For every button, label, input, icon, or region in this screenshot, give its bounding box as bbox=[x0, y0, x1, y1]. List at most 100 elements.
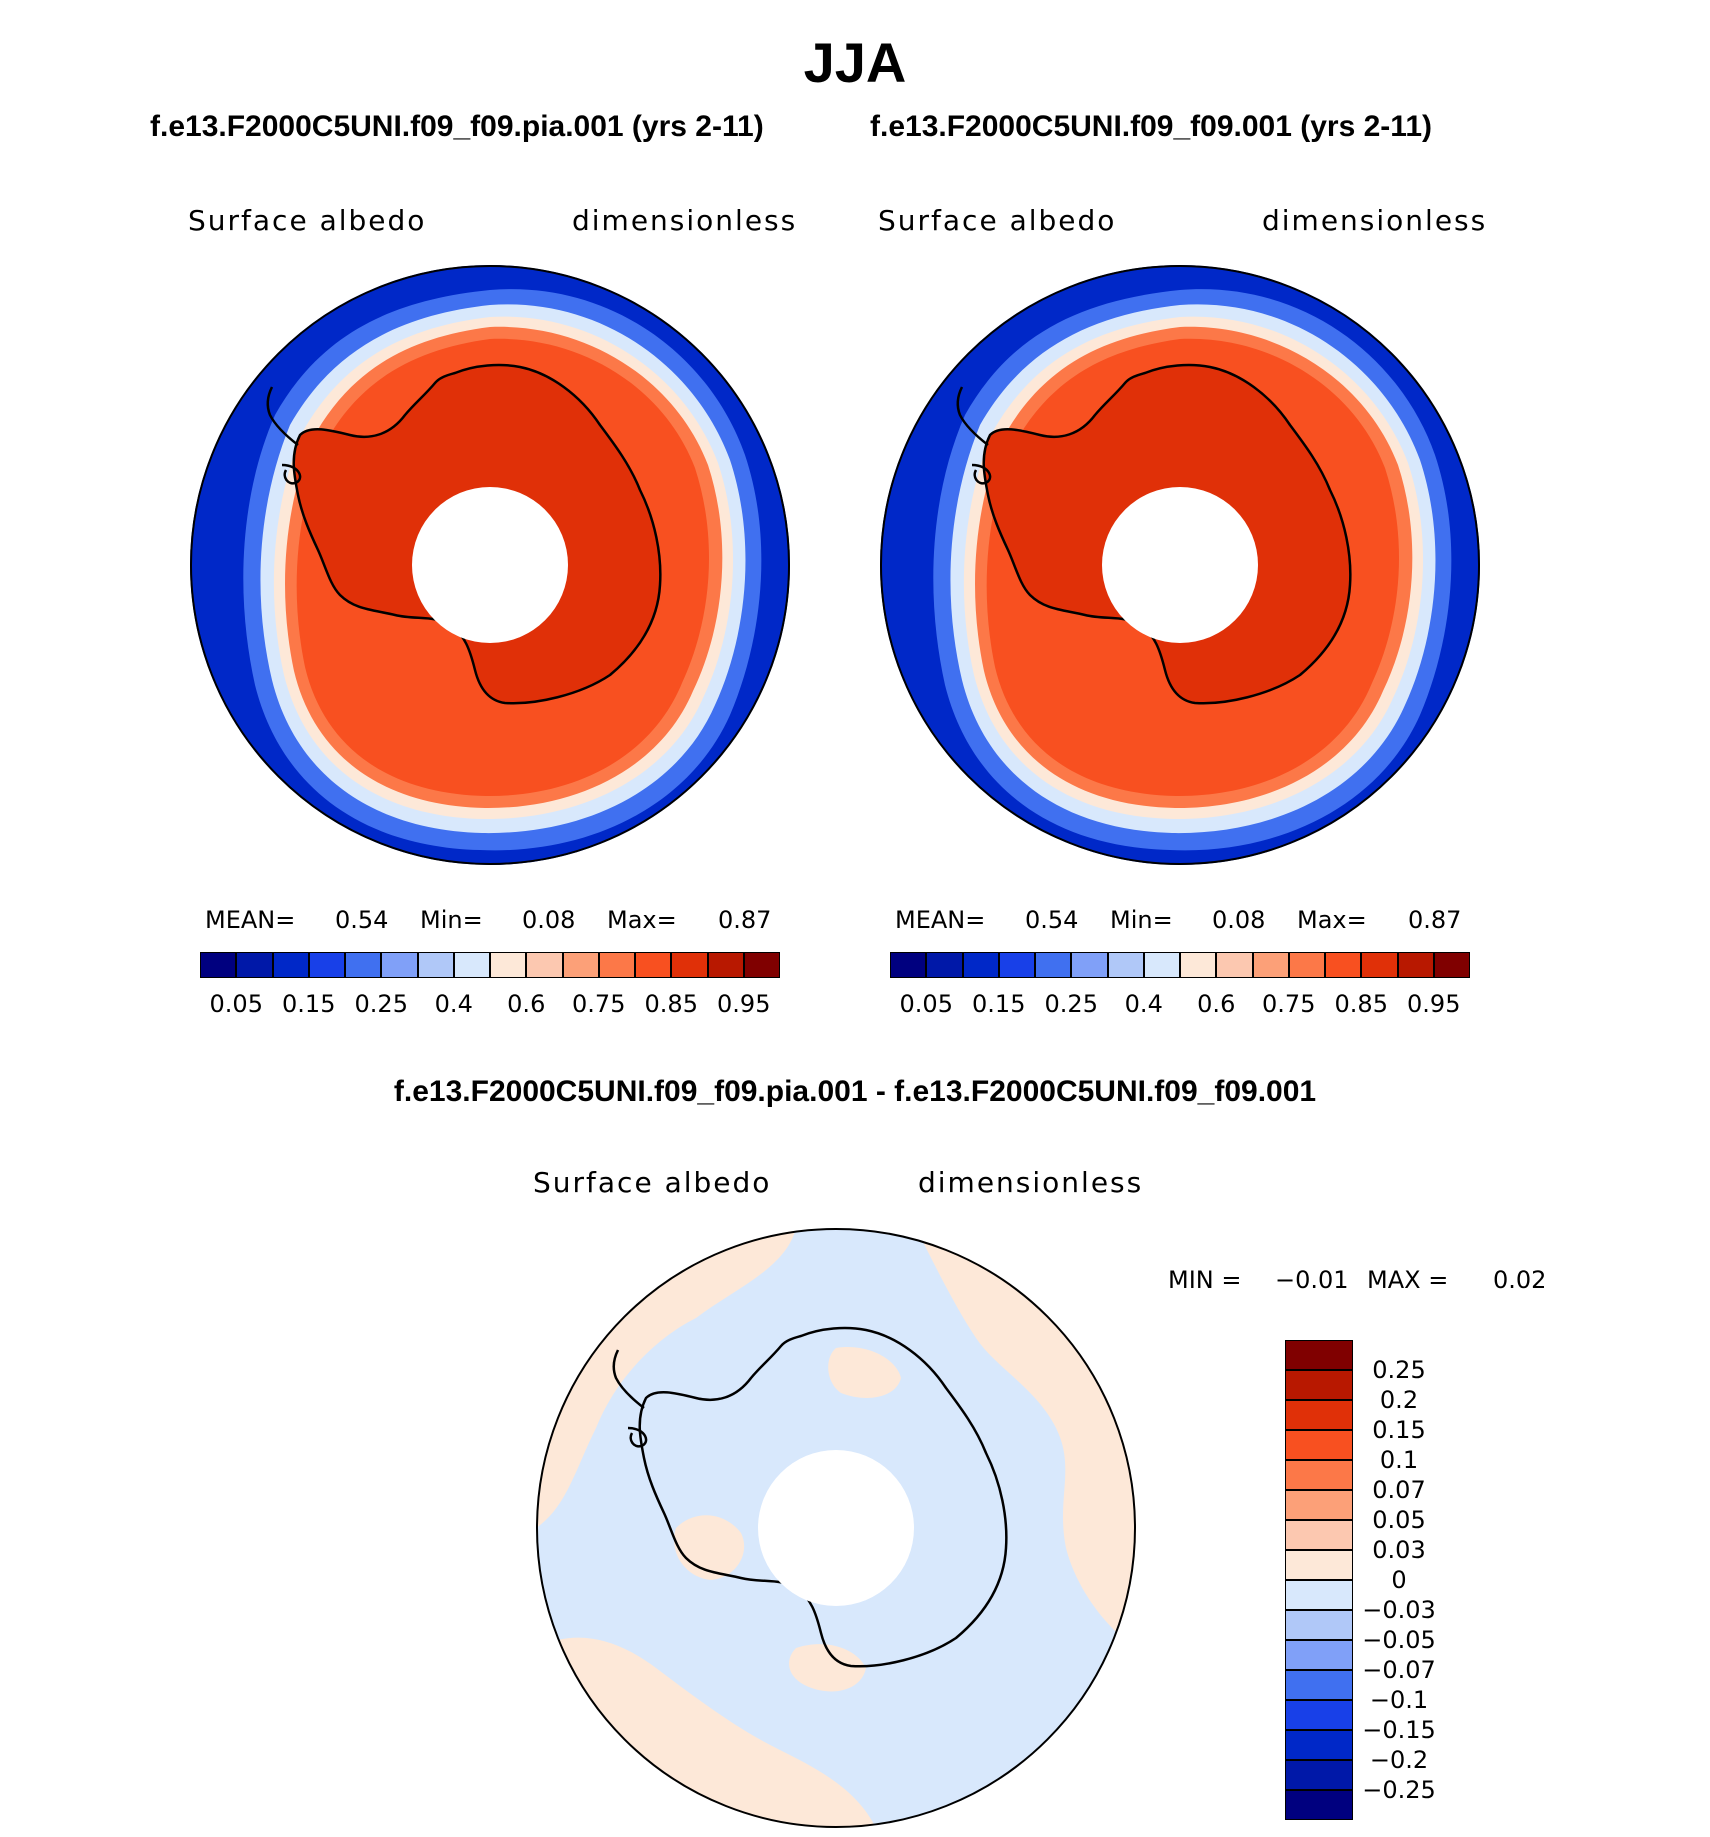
colorbar-swatch bbox=[598, 952, 635, 978]
panel-right-case-title: f.e13.F2000C5UNI.f09_f09.001 (yrs 2-11) bbox=[870, 110, 1433, 143]
diff-units: dimensionless bbox=[918, 1166, 1144, 1199]
colorbar-tick-label: −0.07 bbox=[1362, 1656, 1436, 1684]
colorbar-swatch bbox=[562, 952, 599, 978]
colorbar-tick-label: 0.07 bbox=[1372, 1476, 1426, 1504]
colorbar-swatch bbox=[1285, 1520, 1353, 1550]
colorbar-swatch bbox=[1361, 952, 1398, 978]
colorbar-swatch bbox=[1071, 952, 1108, 978]
colorbar-swatch bbox=[1285, 1790, 1353, 1820]
panel-right-mean-label: MEAN= bbox=[895, 906, 986, 934]
colorbar-swatch bbox=[707, 952, 744, 978]
panel-right-min-value: 0.08 bbox=[1212, 906, 1266, 934]
panel-right-variable: Surface albedo bbox=[878, 204, 1117, 237]
colorbar-tick-label: 0.03 bbox=[1372, 1536, 1426, 1564]
diff-variable: Surface albedo bbox=[533, 1166, 772, 1199]
colorbar-swatch bbox=[1216, 952, 1253, 978]
diff-max-label: MAX = bbox=[1367, 1266, 1449, 1294]
colorbar-tick-label: 0.6 bbox=[507, 990, 546, 1018]
pole-hole bbox=[1102, 487, 1258, 643]
panel-left-mean-label: MEAN= bbox=[205, 906, 296, 934]
colorbar-swatch bbox=[998, 952, 1035, 978]
colorbar-tick-label: 0.15 bbox=[282, 990, 336, 1018]
panel-right-units: dimensionless bbox=[1262, 204, 1488, 237]
colorbar-tick-label: −0.15 bbox=[1362, 1716, 1436, 1744]
colorbar-swatch bbox=[345, 952, 382, 978]
colorbar-swatch bbox=[962, 952, 999, 978]
diff-positive-patch bbox=[789, 1644, 866, 1692]
diff-case-title: f.e13.F2000C5UNI.f09_f09.pia.001 - f.e13… bbox=[393, 1075, 1317, 1108]
colorbar-swatch bbox=[381, 952, 418, 978]
colorbar-tick-label: 0.4 bbox=[434, 990, 473, 1018]
colorbar-swatch bbox=[1180, 952, 1217, 978]
colorbar-tick-label: 0.6 bbox=[1197, 990, 1236, 1018]
pole-hole bbox=[412, 487, 568, 643]
colorbar-swatch bbox=[1285, 1640, 1353, 1670]
panel-left-variable: Surface albedo bbox=[188, 204, 427, 237]
colorbar-tick-label: 0.75 bbox=[1262, 990, 1316, 1018]
colorbar-tick-label: 0.1 bbox=[1379, 1446, 1419, 1474]
colorbar-tick-label: 0.85 bbox=[1334, 990, 1388, 1018]
colorbar-diff bbox=[1285, 1340, 1353, 1820]
colorbar-swatch bbox=[926, 952, 963, 978]
colorbar-tick-label: 0.15 bbox=[972, 990, 1026, 1018]
colorbar-swatch bbox=[1285, 1340, 1353, 1370]
diff-min-value: −0.01 bbox=[1275, 1266, 1349, 1294]
diff-min-label: MIN = bbox=[1168, 1266, 1242, 1294]
colorbar-tick-label: −0.25 bbox=[1362, 1776, 1436, 1804]
panel-right-max-value: 0.87 bbox=[1408, 906, 1462, 934]
colorbar-tick-label: −0.1 bbox=[1369, 1686, 1429, 1714]
colorbar-swatch bbox=[1285, 1400, 1353, 1430]
colorbar-swatch bbox=[1285, 1610, 1353, 1640]
colorbar-swatch bbox=[1433, 952, 1470, 978]
colorbar-swatch bbox=[671, 952, 708, 978]
panel-right-mean-value: 0.54 bbox=[1025, 906, 1079, 934]
colorbar-tick-label: −0.2 bbox=[1369, 1746, 1429, 1774]
peninsula-outline bbox=[612, 1349, 648, 1448]
colorbar-swatch bbox=[1285, 1490, 1353, 1520]
colorbar-swatch bbox=[308, 952, 345, 978]
colorbar-right bbox=[890, 952, 1470, 978]
colorbar-swatch bbox=[1285, 1370, 1353, 1400]
colorbar-swatch bbox=[1035, 952, 1072, 978]
colorbar-swatch bbox=[1143, 952, 1180, 978]
panel-left-max-label: Max= bbox=[607, 906, 677, 934]
colorbar-swatch bbox=[453, 952, 490, 978]
colorbar-tick-label: 0 bbox=[1391, 1566, 1407, 1594]
diff-max-value: 0.02 bbox=[1493, 1266, 1547, 1294]
colorbar-swatch bbox=[1285, 1580, 1353, 1610]
colorbar-swatch bbox=[1285, 1550, 1353, 1580]
polar-map-right bbox=[880, 265, 1480, 865]
colorbar-tick-label: 0.95 bbox=[1407, 990, 1461, 1018]
colorbar-tick-label: 0.75 bbox=[572, 990, 626, 1018]
panel-left-units: dimensionless bbox=[572, 204, 798, 237]
colorbar-swatch bbox=[743, 952, 780, 978]
polar-map-left bbox=[190, 265, 790, 865]
panel-right-max-label: Max= bbox=[1297, 906, 1367, 934]
colorbar-tick-label: 0.2 bbox=[1379, 1386, 1419, 1414]
pole-hole bbox=[758, 1450, 914, 1606]
panel-left-case-title: f.e13.F2000C5UNI.f09_f09.pia.001 (yrs 2-… bbox=[150, 110, 764, 143]
colorbar-tick-label: 0.95 bbox=[717, 990, 771, 1018]
colorbar-swatch bbox=[1285, 1460, 1353, 1490]
colorbar-tick-label: −0.03 bbox=[1362, 1596, 1436, 1624]
colorbar-swatch bbox=[1325, 952, 1362, 978]
panel-left-max-value: 0.87 bbox=[718, 906, 772, 934]
colorbar-swatch bbox=[1285, 1670, 1353, 1700]
colorbar-swatch bbox=[1285, 1430, 1353, 1460]
colorbar-tick-label: 0.15 bbox=[1372, 1416, 1426, 1444]
panel-left-min-value: 0.08 bbox=[522, 906, 576, 934]
panel-left-mean-value: 0.54 bbox=[335, 906, 389, 934]
colorbar-left bbox=[200, 952, 780, 978]
panel-right-min-label: Min= bbox=[1110, 906, 1173, 934]
colorbar-swatch bbox=[635, 952, 672, 978]
figure-title: JJA bbox=[803, 31, 907, 94]
colorbar-swatch bbox=[1397, 952, 1434, 978]
colorbar-swatch bbox=[890, 952, 927, 978]
colorbar-swatch bbox=[1285, 1730, 1353, 1760]
colorbar-swatch bbox=[1288, 952, 1325, 978]
colorbar-tick-label: 0.05 bbox=[209, 990, 263, 1018]
colorbar-swatch bbox=[1285, 1700, 1353, 1730]
colorbar-tick-label: 0.25 bbox=[354, 990, 408, 1018]
colorbar-tick-label: 0.4 bbox=[1124, 990, 1163, 1018]
colorbar-swatch bbox=[1252, 952, 1289, 978]
